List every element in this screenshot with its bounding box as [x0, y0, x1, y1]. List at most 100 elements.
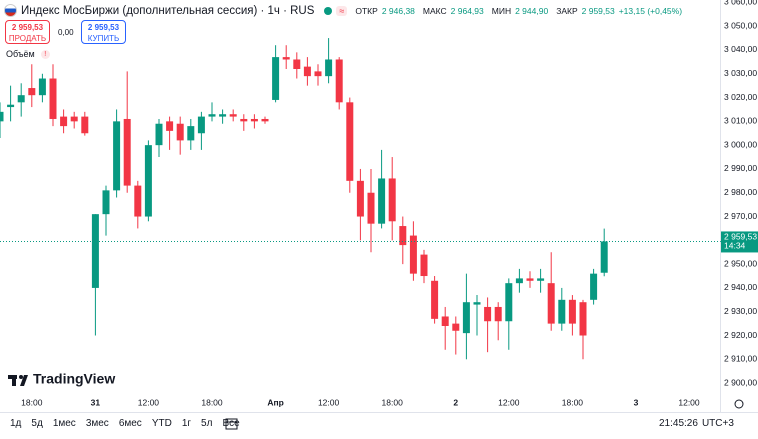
- y-tick-label: 2 950,00: [724, 258, 757, 268]
- range-button[interactable]: 1г: [181, 418, 192, 429]
- candle-body: [240, 118, 248, 122]
- logo-text: TradingView: [33, 371, 115, 387]
- candle-body: [409, 235, 417, 274]
- candle-body: [473, 302, 481, 305]
- y-tick-label: 2 990,00: [724, 163, 757, 173]
- range-button[interactable]: 3мес: [85, 418, 109, 429]
- candle: [346, 97, 354, 193]
- candle: [473, 295, 481, 336]
- candle: [208, 102, 216, 122]
- flag: [4, 4, 17, 17]
- calendar-icon[interactable]: [225, 418, 238, 430]
- x-tick-label: 18:00: [201, 397, 223, 407]
- y-tick-label: 2 970,00: [724, 211, 757, 221]
- candle-body: [399, 226, 407, 246]
- x-tick-label: 12:00: [678, 397, 700, 407]
- session-icon: ≈: [336, 5, 348, 16]
- candle-body: [261, 118, 269, 122]
- candle: [28, 64, 36, 108]
- settings-icon[interactable]: [734, 399, 744, 409]
- candle: [547, 252, 555, 331]
- range-button[interactable]: Все: [222, 418, 240, 429]
- candle-body: [229, 114, 237, 117]
- x-tick-label: 12:00: [318, 397, 340, 407]
- candle: [49, 64, 57, 127]
- volume-label: Объём: [6, 49, 35, 59]
- last-price-box: [721, 231, 758, 253]
- candle: [229, 109, 237, 122]
- y-tick-label: 2 930,00: [724, 306, 757, 316]
- clock: 21:45:26 UTC+3: [659, 418, 734, 429]
- countdown: 14:34: [724, 241, 746, 251]
- candle-body: [526, 278, 534, 281]
- candle: [367, 168, 375, 253]
- candle-body: [547, 283, 555, 324]
- last-price-label: 2 959,53: [724, 232, 757, 242]
- candle-body: [590, 273, 598, 300]
- x-tick-label: 12:00: [138, 397, 160, 407]
- buy-label: КУПИТЬ: [87, 34, 120, 43]
- candle: [515, 268, 523, 293]
- candle: [197, 111, 205, 150]
- candle: [166, 116, 174, 150]
- y-tick-label: 3 010,00: [724, 116, 757, 126]
- range-button[interactable]: 1д: [10, 418, 22, 429]
- range-button[interactable]: 6мес: [118, 418, 142, 429]
- candle-body: [388, 178, 396, 222]
- candle-body: [38, 78, 46, 96]
- candle: [282, 45, 290, 70]
- candle-body: [282, 57, 290, 60]
- range-button[interactable]: 5д: [31, 418, 43, 429]
- candle: [590, 268, 598, 305]
- candle: [484, 297, 492, 353]
- candle-body: [484, 306, 492, 322]
- candle: [7, 85, 15, 122]
- open-value: 2 946,38: [381, 5, 415, 16]
- x-tick-label: 18:00: [382, 397, 404, 407]
- candle: [219, 109, 227, 124]
- candle-body: [568, 299, 576, 324]
- buy-button[interactable]: 2 959,53 КУПИТЬ: [81, 20, 126, 44]
- candle-body: [250, 118, 258, 122]
- candle-body: [219, 114, 227, 117]
- candle-body: [367, 192, 375, 224]
- candle-body: [113, 121, 121, 191]
- candle-body: [441, 316, 449, 326]
- candle: [356, 168, 364, 241]
- candle: [314, 64, 322, 86]
- header: Индекс МосБиржи (дополнительная сессия) …: [4, 4, 682, 17]
- y-tick-label: 2 980,00: [724, 187, 757, 197]
- candle: [102, 185, 110, 236]
- candle-body: [187, 126, 195, 141]
- x-tick-label: 31: [91, 397, 101, 407]
- candle: [176, 116, 184, 155]
- volume-legend: Объём!: [6, 49, 50, 59]
- candle-body: [303, 66, 311, 77]
- candle-body: [81, 116, 89, 134]
- range-button[interactable]: 1мес: [52, 418, 76, 429]
- candle-body: [420, 254, 428, 277]
- range-button[interactable]: YTD: [151, 418, 172, 429]
- candle: [144, 140, 152, 222]
- clock-time: 21:45:26: [659, 418, 698, 429]
- candle: [441, 306, 449, 350]
- y-tick-label: 3 030,00: [724, 68, 757, 78]
- sell-button[interactable]: 2 959,53 ПРОДАТЬ: [5, 20, 50, 44]
- candle: [431, 276, 439, 324]
- candle-body: [123, 118, 131, 186]
- range-button[interactable]: 5л: [201, 418, 213, 429]
- sell-label: ПРОДАТЬ: [8, 34, 47, 43]
- candle: [261, 116, 269, 124]
- candle: [123, 71, 131, 193]
- y-tick-label: 2 900,00: [724, 377, 757, 387]
- candle: [579, 299, 587, 360]
- candle: [272, 45, 280, 103]
- candle-body: [600, 241, 608, 273]
- sell-price: 2 959,53: [11, 23, 44, 32]
- candle-body: [293, 59, 301, 70]
- candle-body: [208, 114, 216, 117]
- candle-body: [356, 180, 364, 217]
- candle: [70, 111, 78, 129]
